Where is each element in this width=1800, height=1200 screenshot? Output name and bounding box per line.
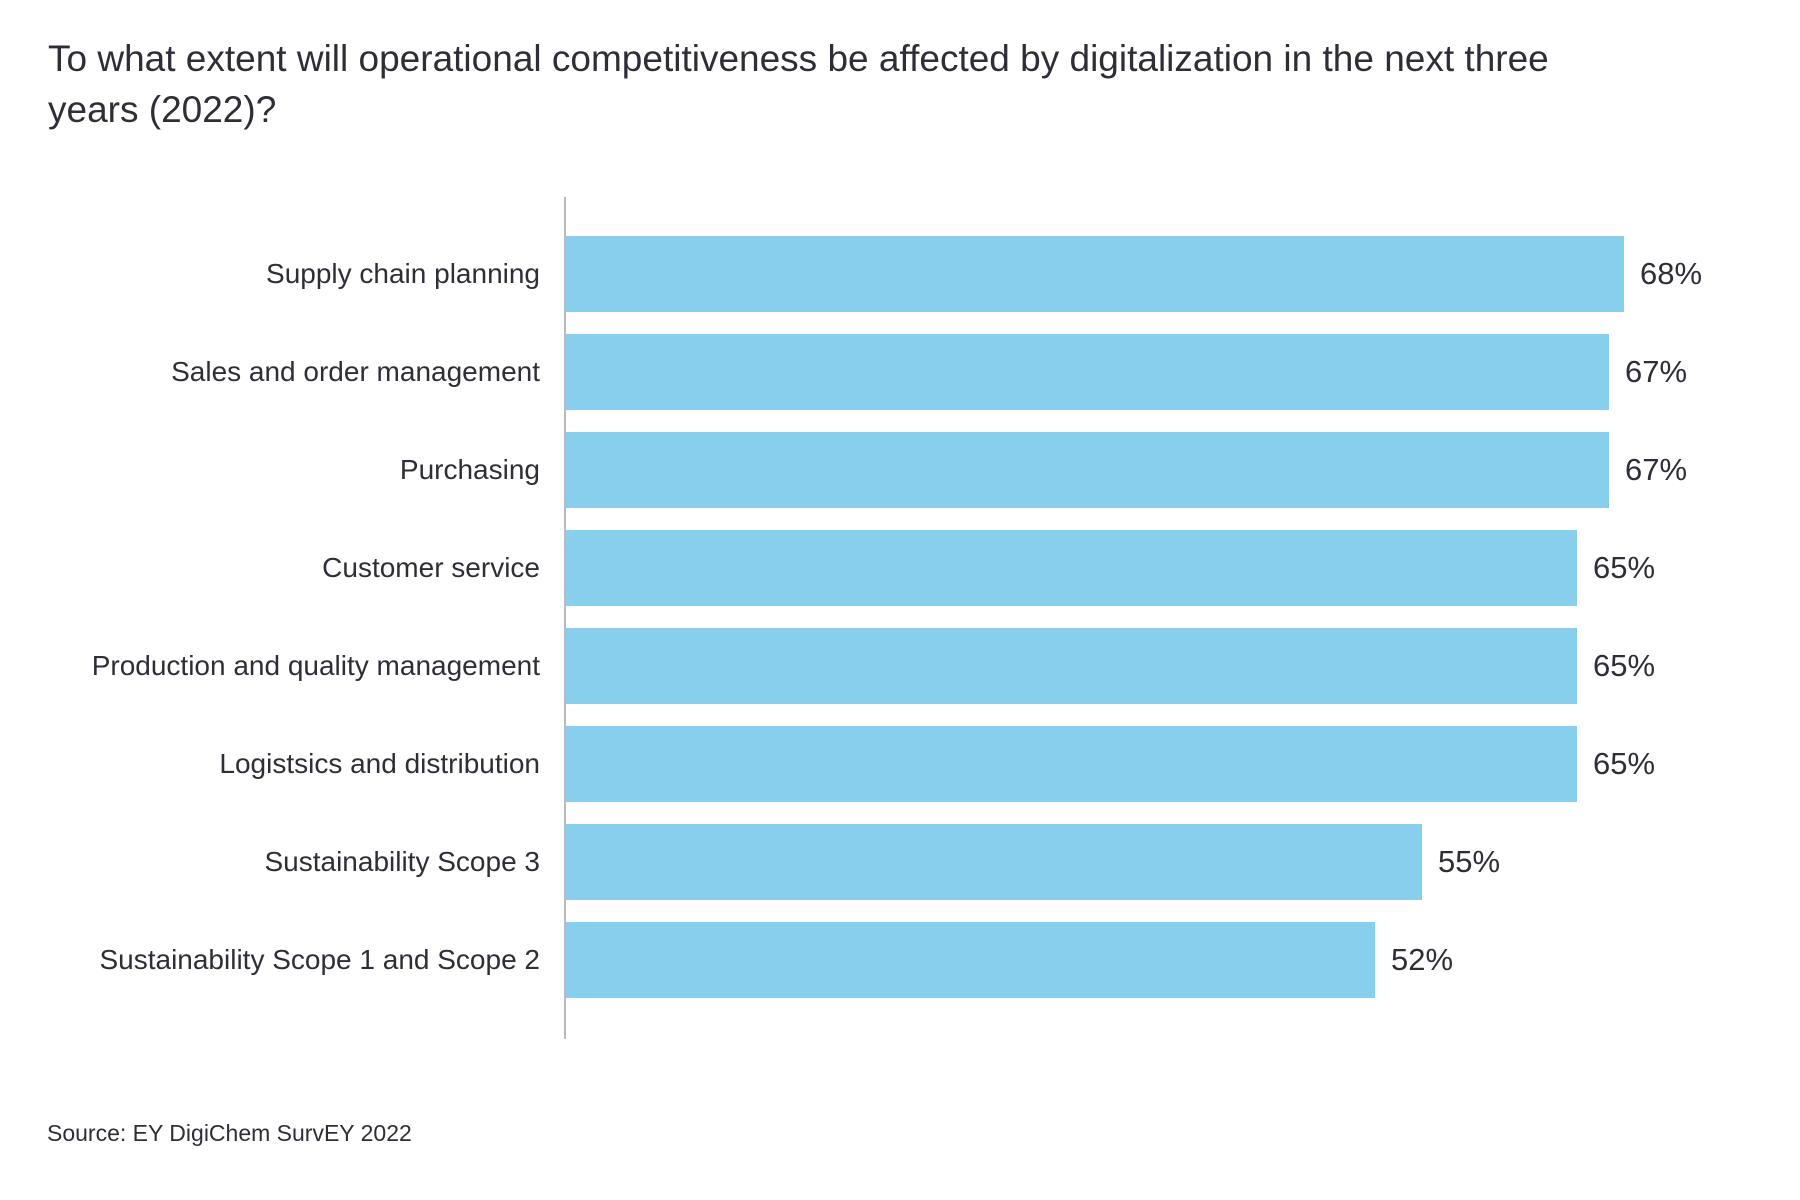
bar-row: Purchasing 67% (0, 421, 1800, 519)
bar-area: 55% (566, 824, 1800, 900)
category-label: Sustainability Scope 1 and Scope 2 (99, 944, 540, 975)
category-label: Purchasing (399, 454, 540, 485)
bar (566, 824, 1422, 900)
y-axis-line (564, 197, 566, 1039)
category-label: Sustainability Scope 3 (264, 846, 540, 877)
value-label: 55% (1438, 844, 1501, 879)
bar-area: 67% (566, 334, 1800, 410)
value-label: 67% (1625, 452, 1688, 487)
bar (566, 334, 1609, 410)
bar-area: 65% (566, 726, 1800, 802)
bar-row: Sales and order management 67% (0, 323, 1800, 421)
bar (566, 628, 1577, 704)
category-label: Production and quality management (91, 650, 540, 681)
bar-row: Logistsics and distribution 65% (0, 715, 1800, 813)
bar (566, 726, 1577, 802)
value-label: 65% (1593, 746, 1656, 781)
source-note: Source: EY DigiChem SurvEY 2022 (47, 1120, 412, 1146)
value-label: 52% (1391, 942, 1454, 977)
bar-row: Customer service 65% (0, 519, 1800, 617)
bar-area: 68% (566, 236, 1800, 312)
value-label: 67% (1625, 354, 1688, 389)
category-label: Customer service (322, 552, 540, 583)
bar-area: 52% (566, 922, 1800, 998)
bar-row: Sustainability Scope 3 55% (0, 813, 1800, 911)
bar-row: Supply chain planning 68% (0, 225, 1800, 323)
bar-area: 65% (566, 530, 1800, 606)
bar-chart: Supply chain planning 68% Sales and order … (0, 225, 1800, 1009)
category-label: Sales and order management (171, 356, 540, 387)
chart-title: To what extent will operational competit… (48, 38, 1549, 130)
bar-row: Production and quality management 65% (0, 617, 1800, 715)
bar-area: 67% (566, 432, 1800, 508)
bar (566, 530, 1577, 606)
bar-area: 65% (566, 628, 1800, 704)
value-label: 68% (1640, 256, 1703, 291)
bar (566, 236, 1624, 312)
value-label: 65% (1593, 550, 1656, 585)
value-label: 65% (1593, 648, 1656, 683)
bar (566, 922, 1375, 998)
bar-row: Sustainability Scope 1 and Scope 2 52% (0, 911, 1800, 1009)
category-label: Logistsics and distribution (219, 748, 540, 779)
category-label: Supply chain planning (266, 258, 540, 289)
bar (566, 432, 1609, 508)
